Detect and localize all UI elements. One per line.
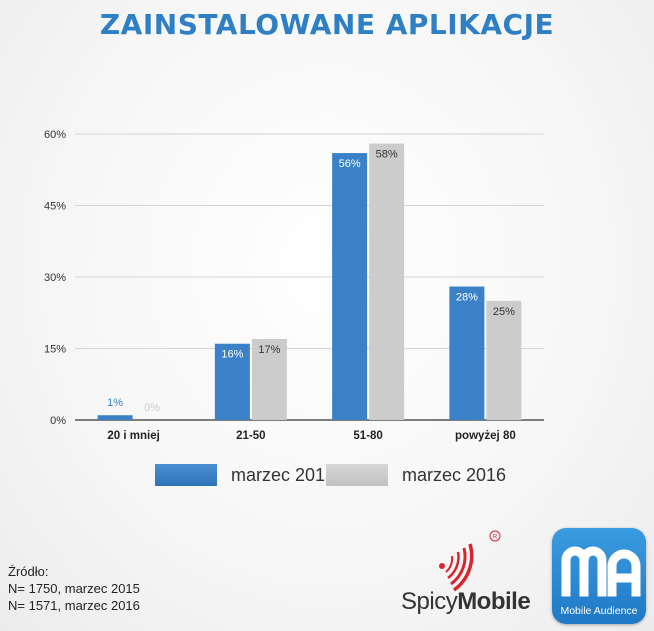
x-tick-label: 21-50 <box>236 430 265 442</box>
spicy-wordmark-part: Spicy <box>401 588 458 615</box>
bar <box>214 343 250 420</box>
mobile-audience-logo: Mobile Audience <box>552 528 646 624</box>
data-label: 0% <box>144 402 160 414</box>
y-tick-label: 60% <box>44 129 66 141</box>
y-tick-label: 15% <box>44 344 66 356</box>
legend-label-2015: marzec 2015 <box>231 464 336 485</box>
ma-logo-mark <box>561 546 641 597</box>
bar-chart: 0% 15% 30% 45% 60% 1% 0% 20 i mniej 16% 17% 21-50 5… <box>44 129 544 442</box>
bar <box>332 153 368 421</box>
source-line-1: N= 1750, marzec 2015 <box>8 581 140 596</box>
legend-item-2016: marzec 2016 <box>326 462 506 488</box>
data-label: 1% <box>107 397 123 409</box>
data-label: 28% <box>456 292 478 304</box>
legend-swatch-2016 <box>326 464 388 486</box>
y-tick-label: 45% <box>44 201 66 213</box>
bar <box>97 415 133 420</box>
bar <box>486 300 522 420</box>
y-tick-label: 0% <box>50 415 66 427</box>
data-label: 25% <box>493 306 515 318</box>
data-label: 17% <box>258 344 280 356</box>
bar <box>251 338 287 420</box>
ma-logo-caption: Mobile Audience <box>560 605 638 617</box>
x-tick-label: 51-80 <box>353 430 382 442</box>
y-tick-label: 30% <box>44 272 66 284</box>
spicy-mobile-wordmark: SpicyMobile <box>401 588 531 616</box>
data-label: 56% <box>339 158 361 170</box>
x-tick-label: 20 i mniej <box>107 430 159 442</box>
legend-item-2015: marzec 2015 <box>155 462 335 488</box>
bar <box>369 143 405 421</box>
source-note: Źródło: N= 1750, marzec 2015 N= 1571, ma… <box>8 563 140 614</box>
legend-label-2016: marzec 2016 <box>402 464 507 485</box>
data-label: 16% <box>221 349 243 361</box>
source-line-2: N= 1571, marzec 2016 <box>8 598 140 613</box>
spicy-mobile-logo-mark: R <box>439 530 501 592</box>
chart-title: ZAINSTALOWANE APLIKACJE <box>99 8 555 41</box>
mobile-wordmark-part: Mobile <box>457 588 531 615</box>
legend-swatch-2015 <box>155 464 217 486</box>
bar <box>449 286 485 420</box>
svg-text:R: R <box>493 535 498 541</box>
x-tick-label: powyżej 80 <box>455 430 516 442</box>
source-heading: Źródło: <box>8 564 49 579</box>
data-label: 58% <box>376 149 398 161</box>
